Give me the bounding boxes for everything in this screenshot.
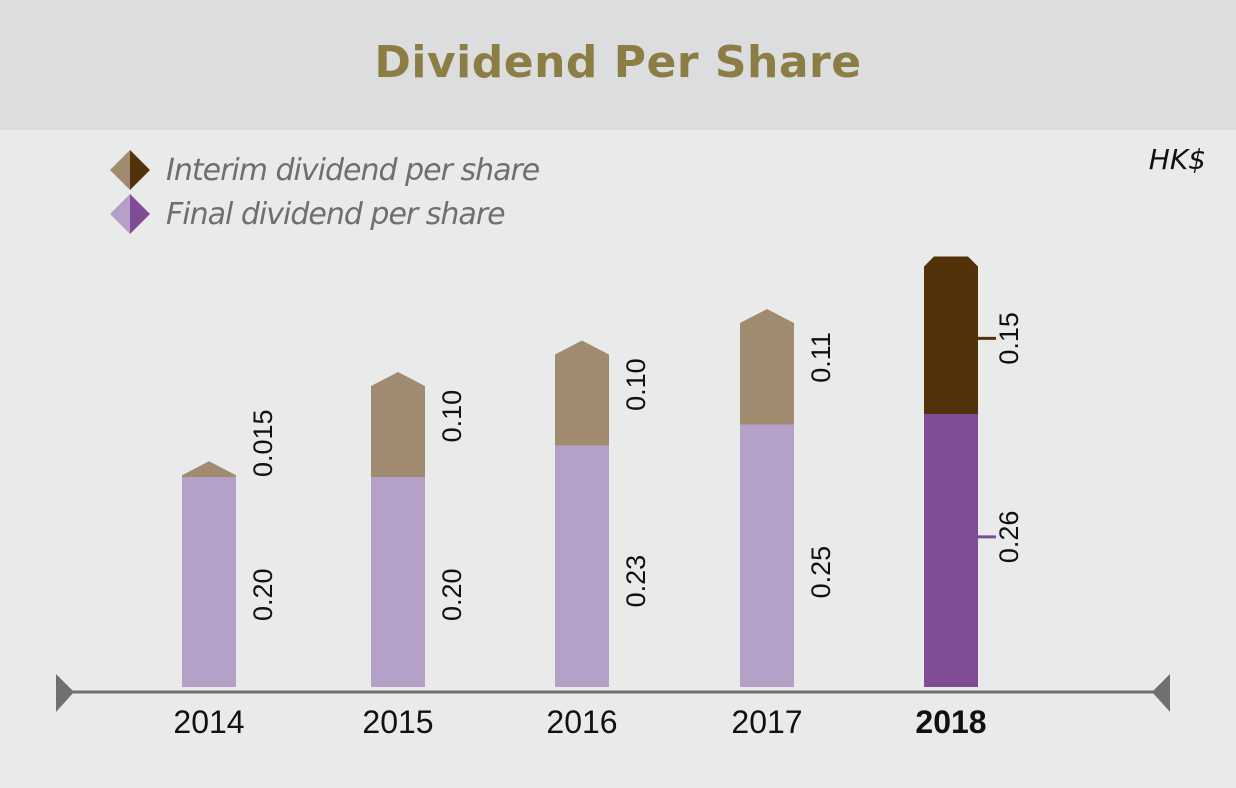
value-label-interim-2014: 0.015	[248, 409, 278, 477]
value-label-interim-2015: 0.10	[437, 390, 467, 443]
bar-interim-2017	[740, 309, 794, 425]
bar-interim-2015	[371, 372, 425, 477]
x-axis-labels: 2014 2015 2016 2017 2018	[173, 704, 986, 740]
value-label-interim-2017: 0.11	[806, 332, 836, 383]
interim-diamond-icon	[110, 150, 150, 190]
legend-label-interim: Interim dividend per share	[166, 152, 540, 188]
value-label-final-2014: 0.20	[248, 568, 278, 621]
bar-final-2017	[740, 424, 794, 687]
axis-left-arrow-icon	[56, 674, 74, 712]
bar-final-2015	[371, 477, 425, 687]
legend-item-interim: Interim dividend per share	[110, 148, 540, 192]
bar-interim-2018	[924, 256, 978, 414]
value-label-final-2016: 0.23	[621, 555, 651, 608]
bar-interim-2014	[182, 461, 236, 477]
bar-final-2018	[924, 414, 978, 687]
legend-item-final: Final dividend per share	[110, 192, 539, 236]
chart-title: Dividend Per Share	[374, 36, 862, 88]
bars-layer: 0.20 0.015 0.20 0.10 0.23 0.10 0.25 0.11 0.26 0.1…	[182, 256, 1024, 687]
x-tick-label-2018: 2018	[915, 704, 986, 740]
value-label-interim-2016: 0.10	[621, 358, 651, 411]
x-tick-label-2014: 2014	[173, 704, 244, 740]
x-tick-label-2017: 2017	[731, 704, 802, 740]
bar-final-2016	[555, 445, 609, 687]
legend-label-final: Final dividend per share	[166, 196, 506, 232]
axis-right-arrow-icon	[1152, 674, 1170, 712]
unit-label: HK$	[1148, 143, 1206, 176]
chart-header: Dividend Per Share	[0, 0, 1236, 130]
x-tick-label-2015: 2015	[362, 704, 433, 740]
value-label-interim-2018: 0.15	[994, 312, 1024, 365]
value-label-final-2015: 0.20	[437, 568, 467, 621]
final-diamond-icon	[110, 194, 150, 234]
bar-final-2014	[182, 477, 236, 687]
value-label-final-2018: 0.26	[994, 511, 1024, 564]
x-tick-label-2016: 2016	[546, 704, 617, 740]
value-label-final-2017: 0.25	[806, 546, 836, 599]
bar-interim-2016	[555, 340, 609, 446]
chart-legend: Interim dividend per share Final dividen…	[110, 148, 540, 236]
